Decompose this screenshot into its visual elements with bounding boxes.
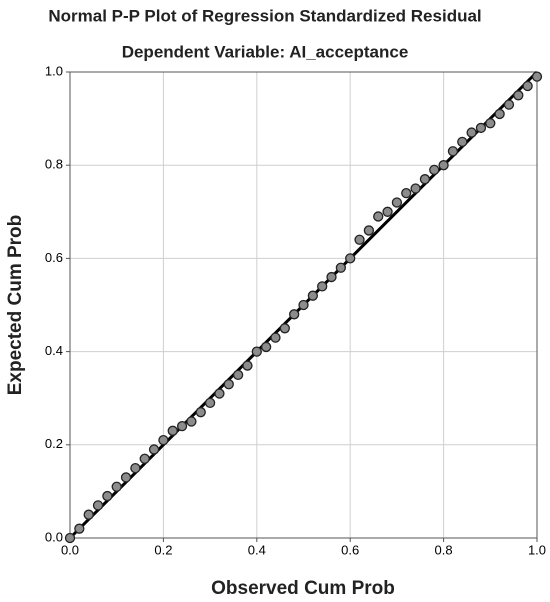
point <box>326 271 337 283</box>
point <box>74 523 85 534</box>
point <box>345 253 356 264</box>
point <box>503 99 515 110</box>
point <box>298 299 309 311</box>
x-tick-label: 1.0 <box>528 542 546 557</box>
point <box>457 136 468 148</box>
point <box>289 309 300 320</box>
point <box>335 262 347 273</box>
y-tick-label: 1.0 <box>45 63 63 78</box>
point <box>485 118 496 129</box>
point <box>373 211 384 222</box>
x-tick-label: 0.8 <box>435 542 453 557</box>
point <box>102 490 113 502</box>
point <box>120 472 132 483</box>
y-axis-title: Expected Cum Prob <box>5 215 26 396</box>
y-tick-label: 0.2 <box>45 436 63 451</box>
chart-subtitle: Dependent Variable: AI_acceptance <box>122 42 409 61</box>
point <box>363 225 375 236</box>
point <box>242 360 253 371</box>
point <box>401 188 412 199</box>
chart-title: Normal P-P Plot of Regression Standardiz… <box>48 6 481 25</box>
point <box>92 500 104 511</box>
point <box>195 407 206 418</box>
point <box>466 127 477 138</box>
point <box>260 341 272 353</box>
point <box>382 206 393 217</box>
point <box>64 532 76 544</box>
point <box>111 481 122 492</box>
point <box>204 397 216 409</box>
point <box>391 197 403 208</box>
point <box>475 122 487 134</box>
point <box>447 146 459 157</box>
point <box>148 444 160 455</box>
point <box>419 174 431 185</box>
point <box>223 379 234 390</box>
point <box>186 416 197 427</box>
plot-frame <box>69 71 538 539</box>
point <box>307 290 318 301</box>
point <box>410 183 421 194</box>
point <box>158 434 169 446</box>
point <box>522 80 533 92</box>
point <box>130 462 141 474</box>
point <box>531 71 543 82</box>
y-tick-label: 0.4 <box>45 343 63 358</box>
y-tick-label: 0.8 <box>45 157 63 172</box>
point <box>251 346 262 357</box>
point <box>317 281 328 292</box>
point <box>494 108 505 120</box>
y-tick-label: 0.6 <box>45 250 63 265</box>
x-tick-label: 0.6 <box>341 542 359 557</box>
x-tick-label: 0.2 <box>154 542 172 557</box>
point <box>270 332 281 343</box>
point <box>438 160 449 171</box>
point <box>429 164 440 176</box>
x-axis-title: Observed Cum Prob <box>211 578 395 599</box>
y-tick-label: 0.0 <box>45 529 63 544</box>
x-tick-label: 0.0 <box>61 542 79 557</box>
point <box>167 425 178 436</box>
point <box>176 421 188 432</box>
point <box>232 369 244 381</box>
x-tick-label: 0.4 <box>248 542 266 557</box>
point <box>513 90 524 101</box>
point <box>139 453 150 464</box>
point <box>214 388 225 399</box>
point <box>83 509 94 520</box>
point <box>354 234 365 245</box>
point <box>279 323 290 334</box>
